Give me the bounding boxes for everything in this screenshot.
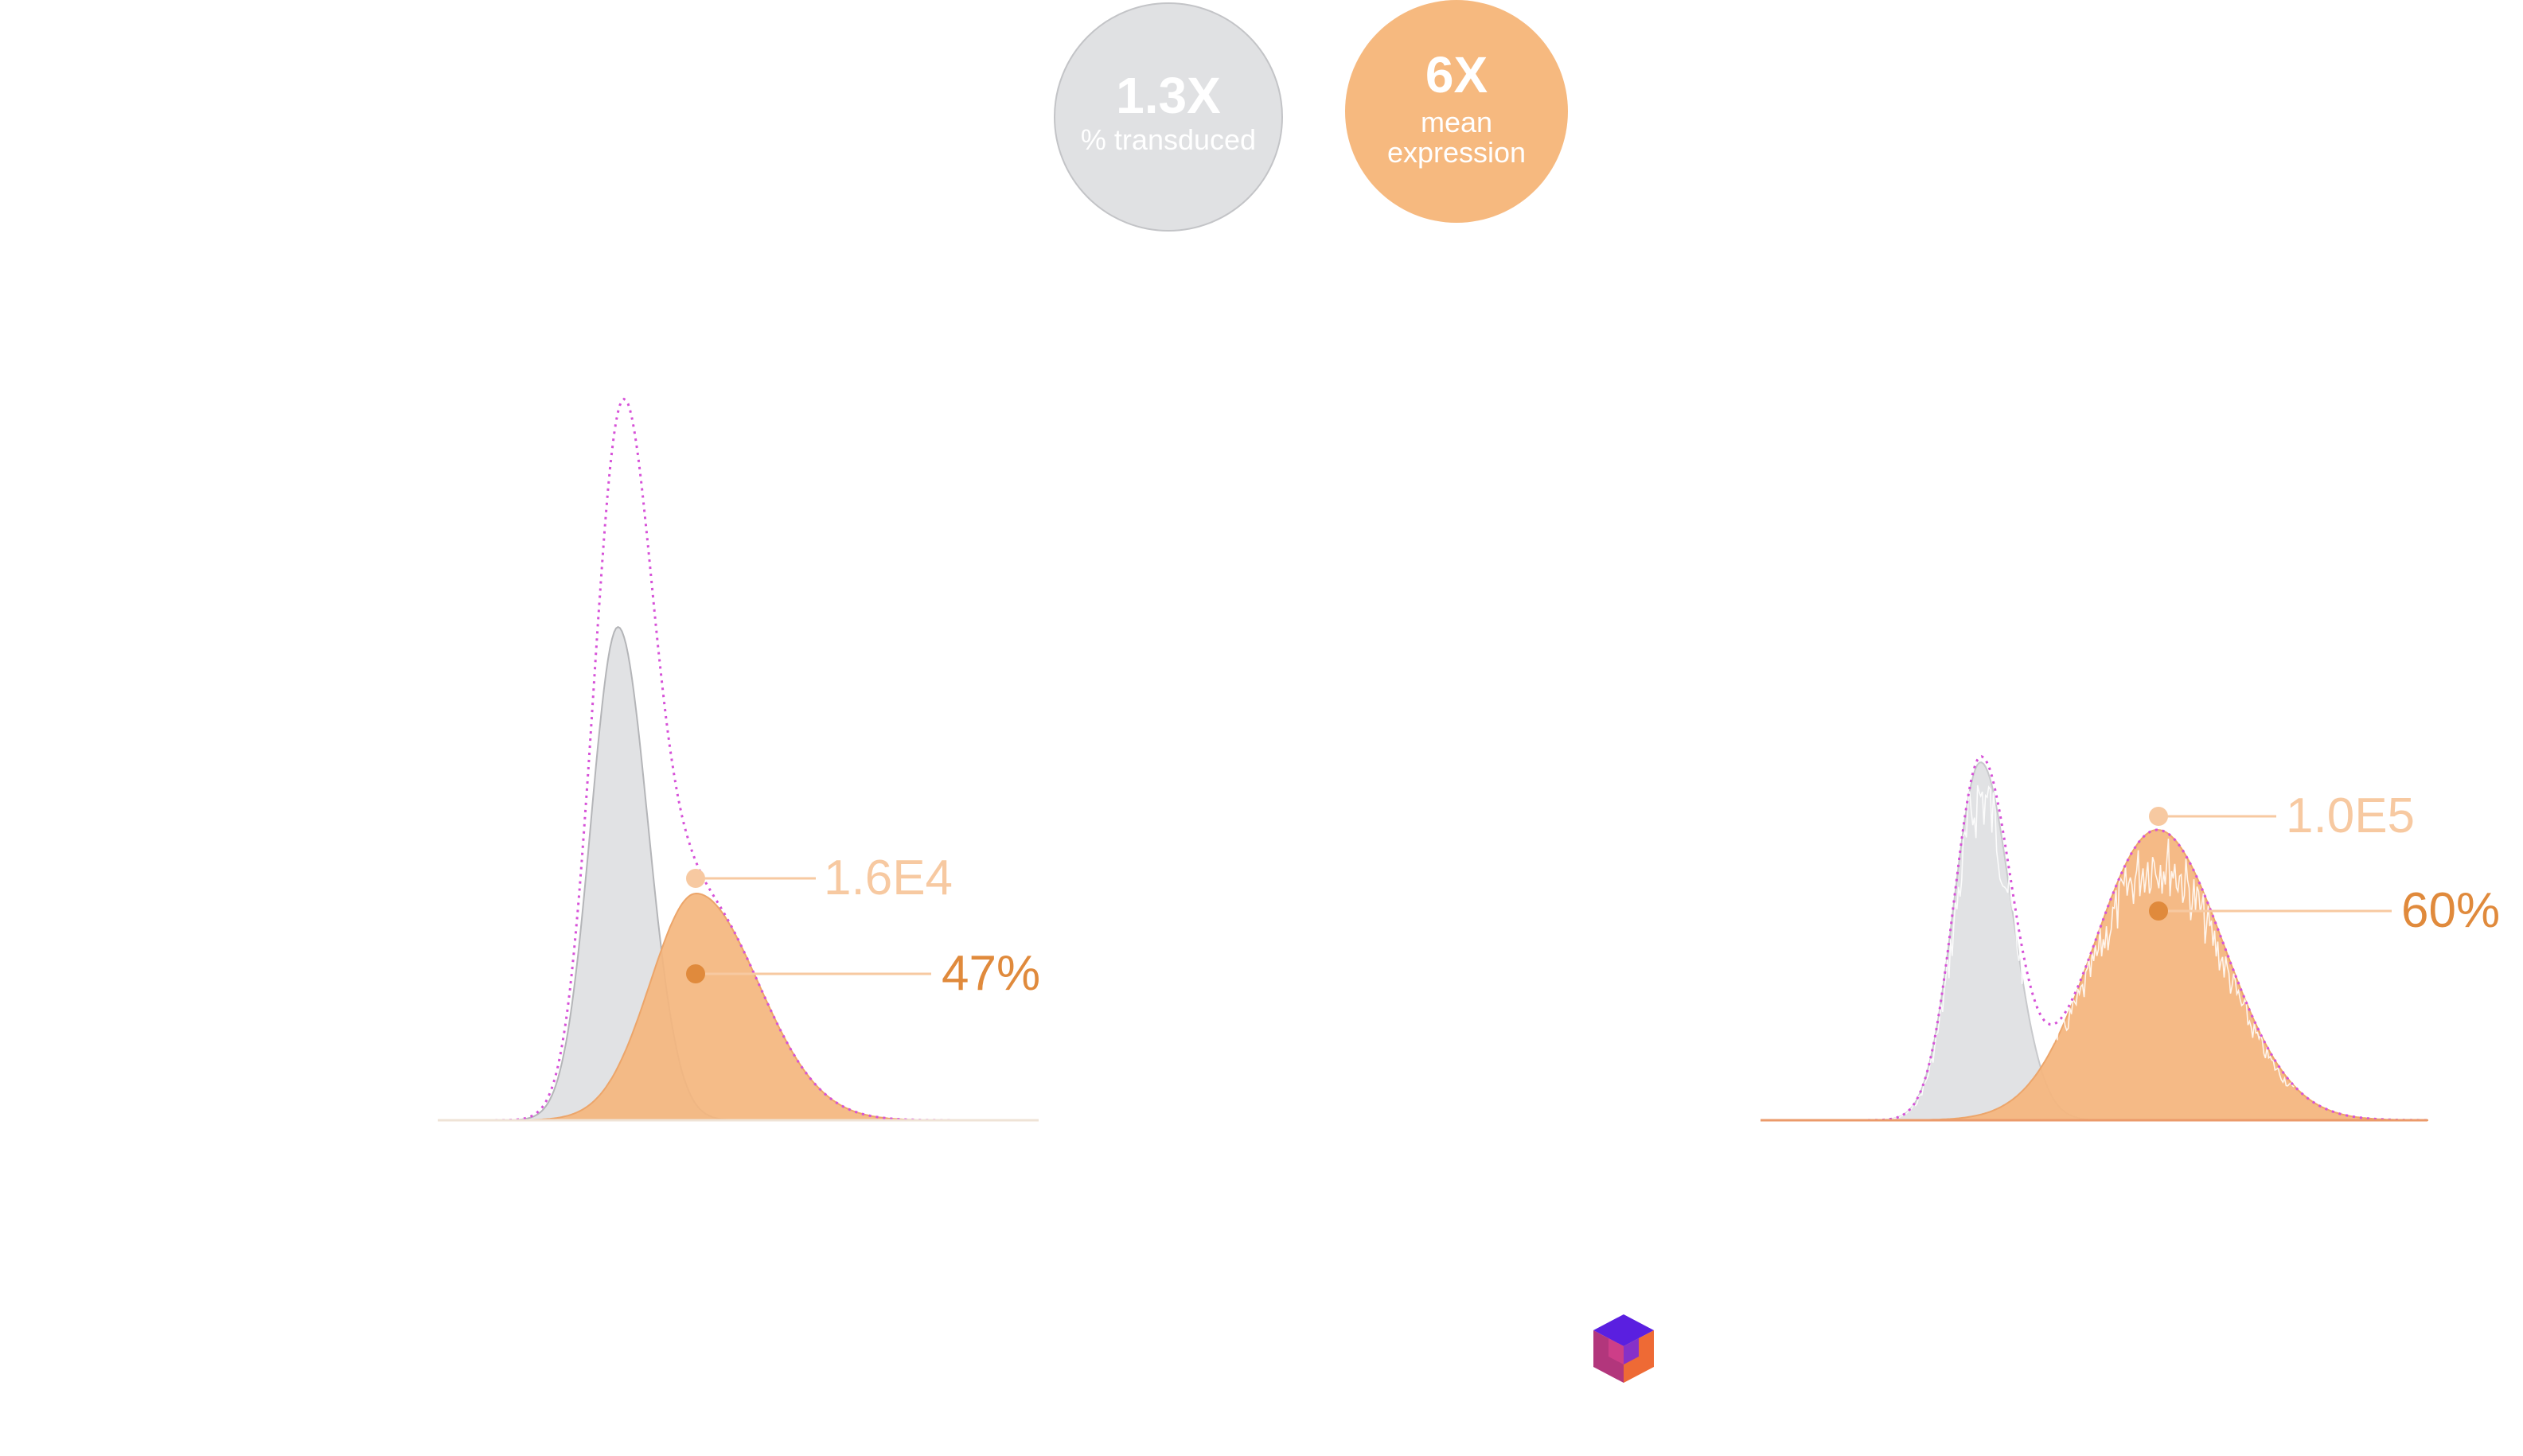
left-transduced-area [438,892,1039,1121]
right-histogram: 1.0E5 60% [1761,755,2500,1122]
cube-logo-inner-left [1609,1338,1624,1365]
left-histogram: 1.6E4 47% [438,397,1040,1122]
cube-logo-icon [1593,1314,1654,1383]
transduced-circle [1054,2,1283,232]
right-percent-marker [2149,901,2168,921]
left-percent-marker [686,964,705,983]
left-mean-expression-label: 1.6E4 [824,851,953,905]
cube-logo-inner [1624,1338,1639,1365]
left-sum-envelope [438,397,1039,1122]
right-transduced-area [1761,828,2428,1121]
right-mean-expression-label: 1.0E5 [2286,788,2415,843]
left-percent-transduced-label: 47% [942,946,1040,1001]
right-percent-transduced-label: 60% [2401,883,2500,938]
expression-fold-label-mean: mean [1421,106,1492,138]
transduced-fold-value: 1.3X [1116,67,1221,124]
fold-change-transduced: 1.3X % transduced [1054,2,1283,232]
expression-fold-value: 6X [1425,46,1488,103]
right-mean-marker [2149,807,2168,826]
right-raw-noise [1880,784,2295,1121]
transduced-fold-label: % transduced [1081,123,1256,156]
left-mean-marker [686,869,705,888]
fold-change-expression: 6X mean expression [1345,0,1568,223]
expression-fold-label-expression: expression [1387,136,1526,169]
expression-circle [1345,0,1568,223]
